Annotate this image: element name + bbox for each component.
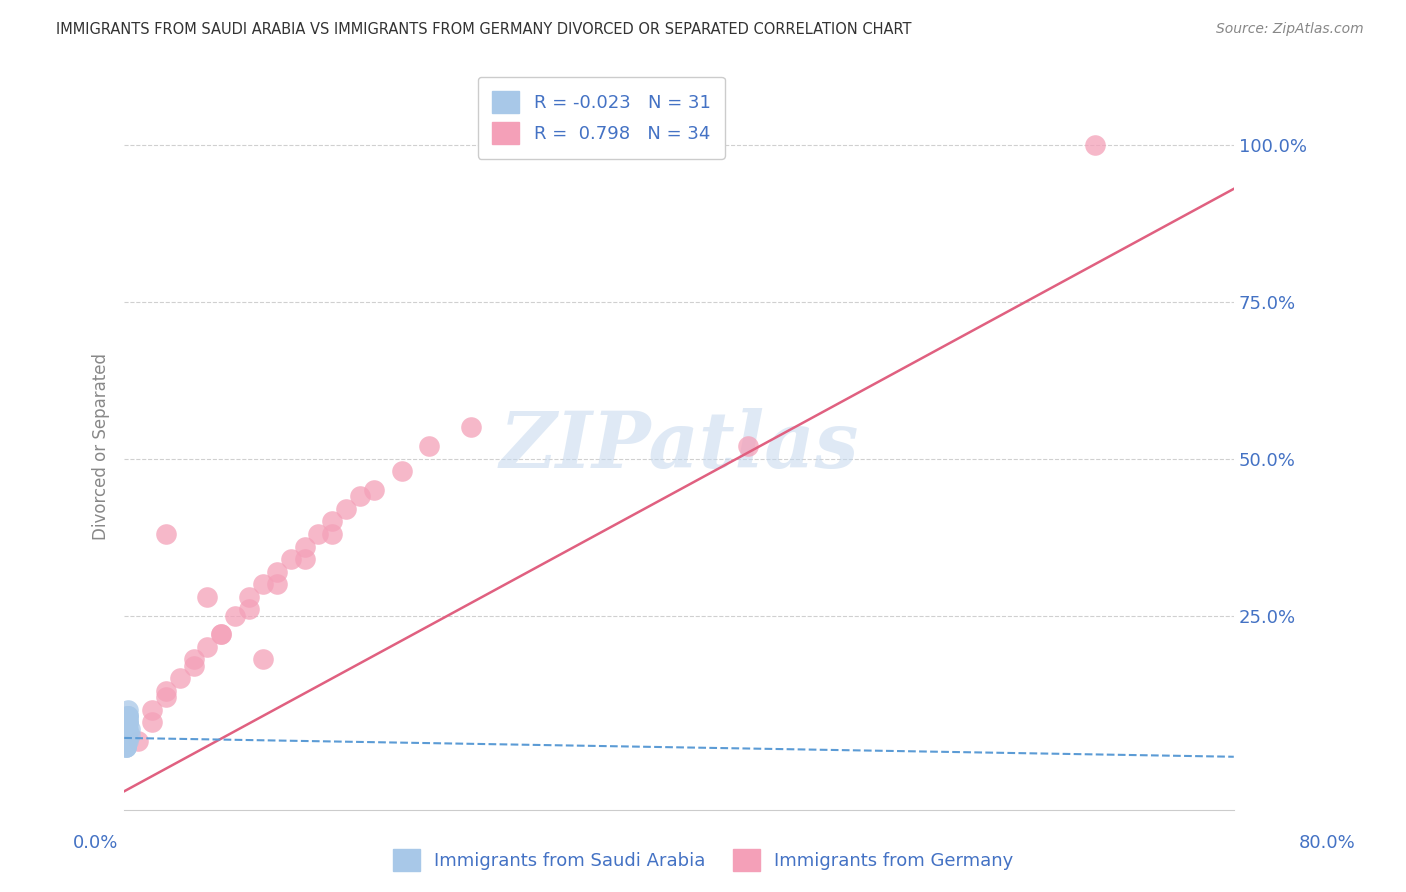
Point [115, 722, 138, 736]
Point [737, 439, 759, 453]
Point [141, 715, 163, 730]
Point [155, 690, 177, 705]
Point [169, 671, 191, 685]
Point [238, 590, 260, 604]
Point [266, 565, 288, 579]
Point [209, 627, 232, 641]
Point [252, 652, 274, 666]
Text: ZIPatlas: ZIPatlas [499, 408, 859, 484]
Point [155, 527, 177, 541]
Legend: Immigrants from Saudi Arabia, Immigrants from Germany: Immigrants from Saudi Arabia, Immigrants… [385, 842, 1021, 879]
Point [117, 703, 139, 717]
Point [321, 515, 343, 529]
Point [197, 590, 219, 604]
Point [183, 658, 205, 673]
Point [118, 722, 141, 736]
Point [127, 734, 149, 748]
Point [114, 740, 136, 755]
Text: Source: ZipAtlas.com: Source: ZipAtlas.com [1216, 22, 1364, 37]
Point [363, 483, 385, 497]
Point [335, 501, 357, 516]
Point [117, 715, 139, 730]
Text: 80.0%: 80.0% [1299, 834, 1355, 852]
Point [114, 740, 136, 755]
Point [115, 728, 138, 742]
Point [209, 627, 232, 641]
Point [155, 684, 177, 698]
Y-axis label: Divorced or Separated: Divorced or Separated [93, 352, 110, 540]
Point [238, 602, 260, 616]
Point [117, 709, 139, 723]
Point [115, 715, 138, 730]
Point [115, 728, 138, 742]
Legend: R = -0.023   N = 31, R =  0.798   N = 34: R = -0.023 N = 31, R = 0.798 N = 34 [478, 77, 725, 159]
Point [114, 740, 136, 755]
Point [460, 420, 482, 434]
Point [117, 715, 139, 730]
Point [115, 722, 138, 736]
Point [114, 734, 136, 748]
Point [115, 728, 138, 742]
Point [115, 709, 138, 723]
Point [117, 715, 139, 730]
Point [294, 540, 316, 554]
Point [266, 577, 288, 591]
Point [1084, 137, 1107, 152]
Point [115, 728, 138, 742]
Point [118, 728, 141, 742]
Point [183, 652, 205, 666]
Point [115, 728, 138, 742]
Point [115, 734, 138, 748]
Point [114, 734, 136, 748]
Point [418, 439, 440, 453]
Text: IMMIGRANTS FROM SAUDI ARABIA VS IMMIGRANTS FROM GERMANY DIVORCED OR SEPARATED CO: IMMIGRANTS FROM SAUDI ARABIA VS IMMIGRAN… [56, 22, 911, 37]
Point [280, 552, 302, 566]
Point [307, 527, 329, 541]
Point [115, 715, 138, 730]
Point [321, 527, 343, 541]
Point [117, 709, 139, 723]
Point [115, 722, 138, 736]
Point [349, 489, 371, 503]
Text: 0.0%: 0.0% [73, 834, 118, 852]
Point [115, 722, 138, 736]
Point [117, 734, 139, 748]
Point [141, 703, 163, 717]
Point [117, 722, 139, 736]
Point [117, 709, 139, 723]
Point [114, 734, 136, 748]
Point [391, 464, 413, 478]
Point [197, 640, 219, 654]
Point [114, 734, 136, 748]
Point [224, 608, 246, 623]
Point [252, 577, 274, 591]
Point [294, 552, 316, 566]
